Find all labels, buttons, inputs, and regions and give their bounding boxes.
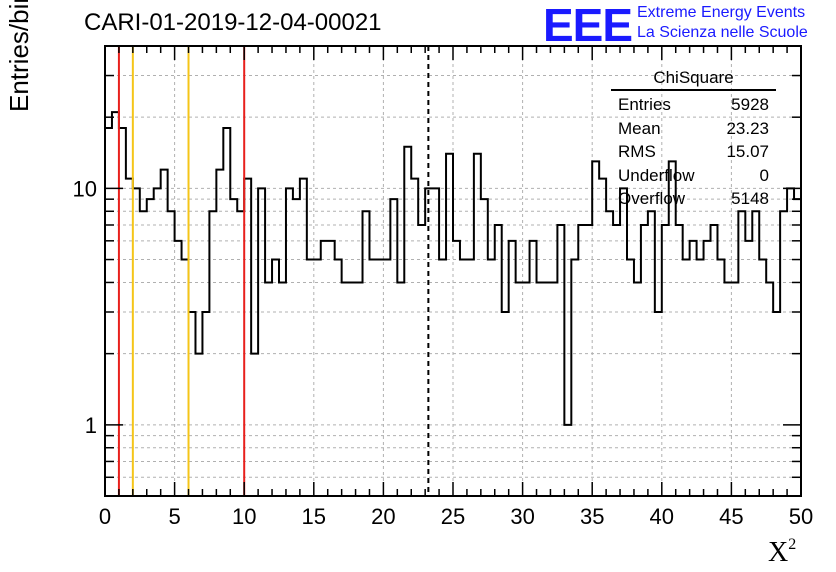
reference-lines bbox=[117, 46, 430, 496]
histogram-marks bbox=[105, 111, 801, 426]
histogram-step-line bbox=[105, 111, 801, 426]
y-axis-label: Entries/bin bbox=[4, 0, 34, 112]
stats-row-entries: Entries 5928 bbox=[618, 95, 769, 114]
x-tick-label: 30 bbox=[510, 504, 534, 529]
stats-box: ChiSquare Entries 5928 Mean 23.23 RMS 15.07… bbox=[611, 68, 776, 211]
x-tick-label: 25 bbox=[441, 504, 465, 529]
logo-line-1: Extreme Energy Events bbox=[637, 4, 806, 21]
axes: 0 5 10 15 20 25 30 35 40 45 50 1 10 bbox=[73, 45, 813, 529]
stats-box-title: ChiSquare bbox=[611, 68, 776, 91]
x-tick-label: 15 bbox=[302, 504, 326, 529]
eee-logo: EEE bbox=[543, 0, 633, 51]
x-tick-label: 50 bbox=[789, 504, 813, 529]
x-tick-label: 40 bbox=[650, 504, 674, 529]
stats-row-underflow: Underflow 0 bbox=[618, 165, 769, 185]
x-tick-label: 20 bbox=[371, 504, 395, 529]
stats-row-mean: Mean 23.23 bbox=[618, 118, 769, 138]
x-tick-label: 35 bbox=[580, 504, 604, 529]
stats-row-rms: RMS 15.07 bbox=[618, 142, 769, 161]
y-tick-label: 1 bbox=[85, 413, 97, 438]
x-tick-label: 45 bbox=[719, 504, 743, 529]
logo-text: Extreme Energy Events La Scienza nelle S… bbox=[637, 3, 808, 43]
x-tick-label: 10 bbox=[232, 504, 256, 529]
y-tick-label: 10 bbox=[73, 176, 97, 201]
x-tick-label: 0 bbox=[99, 504, 111, 529]
stats-row-overflow: Overflow 5148 bbox=[618, 189, 769, 208]
chart-title: CARI-01-2019-12-04-00021 bbox=[84, 9, 382, 36]
x-axis-label: X2 bbox=[768, 536, 797, 568]
logo-line-2: La Scienza nelle Scuole bbox=[637, 24, 808, 41]
x-tick-label: 5 bbox=[168, 504, 180, 529]
